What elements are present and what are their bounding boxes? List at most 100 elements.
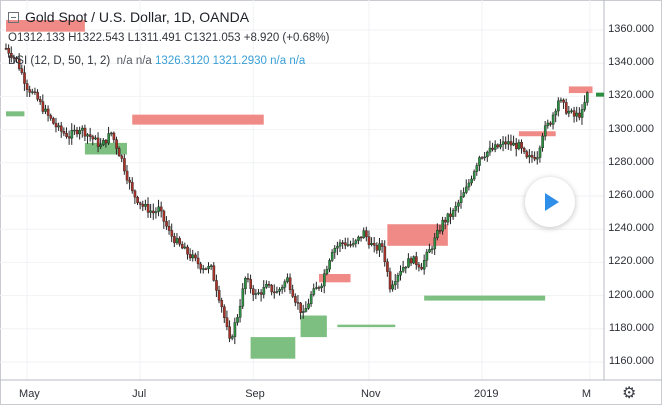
candle-body-up (543, 125, 547, 137)
candle-body-up (102, 139, 105, 146)
candle-body-up (362, 230, 366, 238)
indicator-values: 1326.3120 1321.2930 n/a n/a (155, 55, 306, 67)
candle-body-up (536, 157, 539, 160)
candle (396, 272, 400, 289)
candle (154, 207, 158, 219)
candle (357, 235, 360, 245)
candle (475, 162, 479, 176)
candle-body-down (10, 53, 13, 58)
candle-body-up (404, 266, 408, 269)
candle (543, 121, 547, 141)
candle (136, 195, 139, 206)
candle-body-down (136, 196, 139, 203)
candle (536, 151, 539, 165)
candle (75, 126, 79, 138)
candle (217, 285, 221, 304)
candle (296, 294, 300, 310)
candle (146, 197, 150, 218)
play-button[interactable] (525, 177, 575, 227)
candle-body-down (504, 141, 508, 145)
candle-body-up (202, 268, 205, 270)
candle (44, 104, 47, 115)
candle (433, 232, 437, 255)
candle-body-up (209, 265, 213, 267)
candle (241, 283, 245, 310)
candle-body-down (36, 92, 39, 100)
candle-body-down (564, 102, 568, 114)
candle-body-up (107, 133, 110, 144)
candle-body-down (444, 219, 447, 223)
candle (167, 220, 171, 235)
time-tick-label: Sep (245, 388, 265, 400)
collapse-icon[interactable] (8, 12, 19, 23)
candle (454, 201, 458, 217)
candle-body-up (467, 182, 471, 188)
candle (388, 267, 392, 293)
candle-body-up (399, 270, 402, 276)
candle-body-up (472, 171, 476, 180)
candle (572, 106, 576, 123)
candle-body-down (299, 302, 302, 313)
gear-icon[interactable]: ⚙ (622, 385, 637, 402)
candle (33, 87, 37, 95)
candle-body-down (25, 83, 29, 90)
candle-body-down (96, 137, 100, 147)
candle (252, 285, 255, 302)
candle-body-up (312, 288, 316, 295)
chart-title-row: Gold Spot / U.S. Dollar, 1D, OANDA (8, 9, 249, 25)
candle (173, 232, 176, 247)
candle (120, 154, 124, 163)
candle-body-up (428, 249, 431, 253)
candle (199, 261, 203, 274)
candle (317, 285, 321, 291)
candle (349, 240, 352, 248)
indicator-na: n/a n/a (116, 55, 152, 67)
candle (470, 175, 473, 186)
candle (351, 237, 355, 248)
candle (425, 249, 429, 268)
candle (52, 116, 55, 125)
indicator-legend[interactable]: DSI (12, D, 50, 1, 2) n/a n/a 1326.3120 … (8, 55, 305, 67)
candle-body-up (257, 292, 260, 294)
candle (378, 237, 381, 258)
candle (107, 126, 110, 145)
candle (325, 265, 329, 276)
candle (291, 284, 295, 299)
candle (17, 53, 21, 71)
candle (562, 98, 565, 109)
candle-body-down (91, 136, 95, 140)
candle-body-up (470, 178, 473, 184)
candle (278, 287, 281, 296)
candle-body-down (341, 242, 345, 244)
candle-body-up (583, 102, 586, 110)
candle-body-up (278, 289, 281, 292)
candle (567, 105, 571, 118)
candle (570, 108, 573, 114)
price-tick-label: 1220.000 (608, 255, 654, 268)
candle-body-down (217, 290, 221, 301)
demand-zone (6, 111, 25, 117)
candle-body-up (304, 308, 308, 312)
candle (207, 262, 210, 274)
candle (578, 107, 581, 121)
candle (286, 273, 289, 284)
candle-body-down (188, 253, 192, 259)
candle (144, 199, 147, 211)
candle (533, 151, 537, 162)
candle (515, 137, 518, 157)
candle (46, 105, 50, 122)
candle-body-down (249, 279, 252, 289)
candle (486, 150, 489, 162)
candle-body-up (44, 108, 47, 112)
candle-body-up (70, 130, 74, 139)
candle (254, 289, 258, 300)
candle (323, 269, 326, 294)
candle-body-down (41, 101, 45, 112)
candle (188, 248, 192, 262)
candle (31, 88, 34, 95)
candle-body-down (65, 133, 68, 137)
price-tick-label: 1300.000 (608, 122, 654, 135)
candle (409, 256, 413, 267)
candle (94, 135, 97, 141)
